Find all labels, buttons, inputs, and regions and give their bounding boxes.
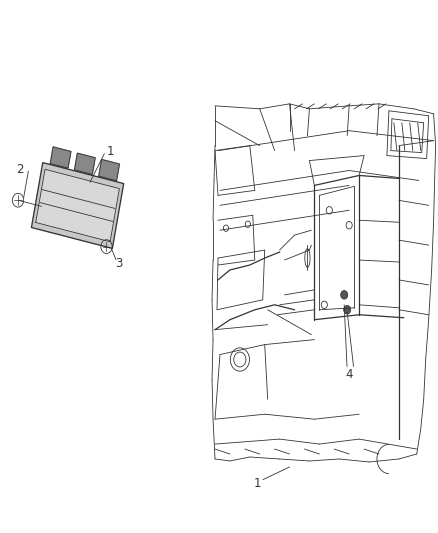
Polygon shape	[36, 169, 120, 242]
Text: 2: 2	[16, 164, 23, 176]
Text: 1: 1	[254, 478, 261, 490]
Text: 4: 4	[346, 368, 353, 381]
Polygon shape	[32, 163, 124, 248]
Polygon shape	[99, 159, 120, 181]
Text: 1: 1	[107, 144, 115, 158]
Circle shape	[344, 305, 351, 314]
Circle shape	[341, 290, 348, 299]
Text: 3: 3	[115, 257, 122, 270]
Polygon shape	[50, 147, 71, 168]
Polygon shape	[74, 153, 95, 174]
